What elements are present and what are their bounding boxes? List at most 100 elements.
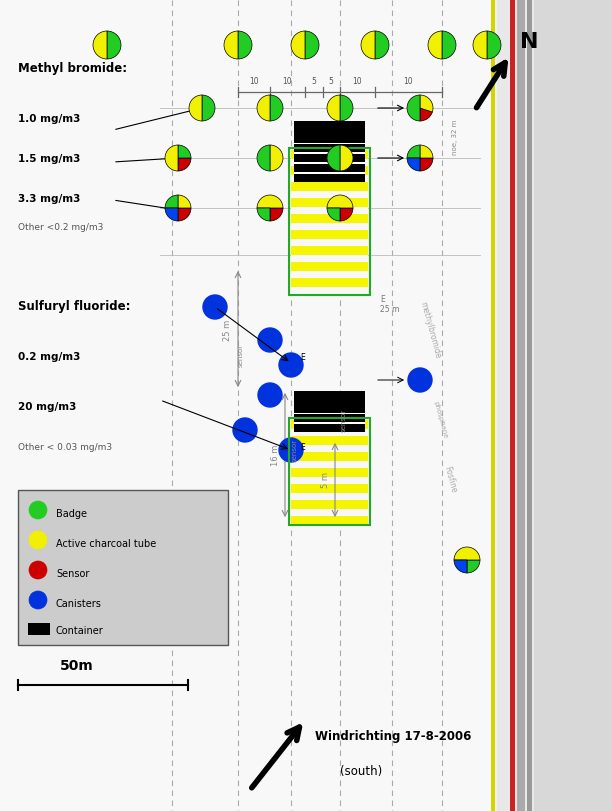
Bar <box>291 477 368 484</box>
Wedge shape <box>202 95 215 121</box>
Bar <box>291 420 368 525</box>
Wedge shape <box>238 31 252 59</box>
Wedge shape <box>340 95 353 121</box>
Wedge shape <box>361 31 375 59</box>
Wedge shape <box>454 547 480 560</box>
Text: 0.2 mg/m3: 0.2 mg/m3 <box>18 352 80 362</box>
Bar <box>291 207 368 214</box>
Circle shape <box>258 383 282 407</box>
Wedge shape <box>224 31 238 59</box>
Bar <box>291 445 368 452</box>
Text: Windrichting 17-8-2006: Windrichting 17-8-2006 <box>315 730 471 743</box>
Circle shape <box>279 353 303 377</box>
Bar <box>291 271 368 278</box>
Bar <box>294 414 365 422</box>
Circle shape <box>408 368 432 392</box>
Wedge shape <box>165 208 178 221</box>
Wedge shape <box>178 195 191 208</box>
Bar <box>517 0 525 811</box>
Bar <box>291 223 368 230</box>
Text: 1.5 mg/m3: 1.5 mg/m3 <box>18 154 80 164</box>
Wedge shape <box>407 145 420 158</box>
Text: Other <0.2 mg/m3: Other <0.2 mg/m3 <box>18 223 103 232</box>
Text: (south): (south) <box>340 765 382 778</box>
Bar <box>294 391 365 413</box>
Bar <box>289 148 370 295</box>
Wedge shape <box>327 195 353 208</box>
Wedge shape <box>165 195 178 208</box>
Bar <box>0 0 492 811</box>
Wedge shape <box>305 31 319 59</box>
Circle shape <box>279 438 303 462</box>
Text: Badge: Badge <box>56 509 87 519</box>
Wedge shape <box>270 208 283 221</box>
Wedge shape <box>327 145 340 171</box>
Text: 20 mg/m3: 20 mg/m3 <box>18 402 76 412</box>
Text: Container: Container <box>56 626 104 636</box>
Wedge shape <box>420 145 433 158</box>
Circle shape <box>29 561 47 579</box>
Bar <box>291 493 368 500</box>
Bar <box>294 162 365 165</box>
Text: E: E <box>300 443 305 452</box>
Wedge shape <box>257 195 283 208</box>
Circle shape <box>203 295 227 319</box>
Wedge shape <box>327 208 340 221</box>
Bar <box>291 159 368 166</box>
Text: 5 m: 5 m <box>321 472 330 488</box>
Text: 5: 5 <box>312 77 316 86</box>
Text: Canisters: Canisters <box>56 599 102 609</box>
Wedge shape <box>257 95 270 121</box>
Text: 1.0 mg/m3: 1.0 mg/m3 <box>18 114 80 124</box>
Wedge shape <box>93 31 107 59</box>
Bar <box>291 429 368 436</box>
Bar <box>294 121 365 143</box>
Bar <box>495 0 497 811</box>
Bar <box>294 164 365 172</box>
Wedge shape <box>189 95 202 121</box>
Text: Sensor: Sensor <box>56 569 89 579</box>
Text: sensor: sensor <box>238 343 244 367</box>
Bar <box>294 424 365 432</box>
Wedge shape <box>407 158 420 171</box>
Text: Sulfuryl fluoride:: Sulfuryl fluoride: <box>18 300 130 313</box>
Bar <box>291 150 368 295</box>
Text: methylbromide: methylbromide <box>418 301 442 359</box>
Wedge shape <box>291 31 305 59</box>
Text: Methyl bromide:: Methyl bromide: <box>18 62 127 75</box>
Bar <box>490 0 612 811</box>
Bar <box>534 0 612 811</box>
Text: 10: 10 <box>352 77 362 86</box>
Bar <box>294 152 365 155</box>
Bar <box>291 461 368 468</box>
Wedge shape <box>420 158 433 171</box>
Wedge shape <box>454 560 467 573</box>
Text: 10: 10 <box>282 77 292 86</box>
Wedge shape <box>467 560 480 573</box>
Text: sensor: sensor <box>292 439 298 461</box>
Text: 50m: 50m <box>60 659 94 673</box>
Text: E: E <box>300 353 305 362</box>
Wedge shape <box>257 208 270 221</box>
Text: 25 m: 25 m <box>223 320 233 341</box>
Wedge shape <box>257 145 270 171</box>
Bar <box>291 287 368 294</box>
Text: phosphane: phosphane <box>432 401 448 440</box>
Bar <box>291 509 368 516</box>
Text: 5: 5 <box>329 77 334 86</box>
Wedge shape <box>340 145 353 171</box>
Text: 10: 10 <box>249 77 259 86</box>
Bar <box>294 174 365 182</box>
Bar <box>18 490 228 645</box>
Bar <box>294 413 365 416</box>
Wedge shape <box>420 95 433 112</box>
Bar <box>294 143 365 146</box>
Wedge shape <box>178 208 191 221</box>
Bar <box>291 191 368 198</box>
Bar <box>291 175 368 182</box>
Bar <box>289 418 370 525</box>
Wedge shape <box>340 208 353 221</box>
Circle shape <box>29 501 47 519</box>
Bar <box>294 172 365 175</box>
Bar <box>291 255 368 262</box>
